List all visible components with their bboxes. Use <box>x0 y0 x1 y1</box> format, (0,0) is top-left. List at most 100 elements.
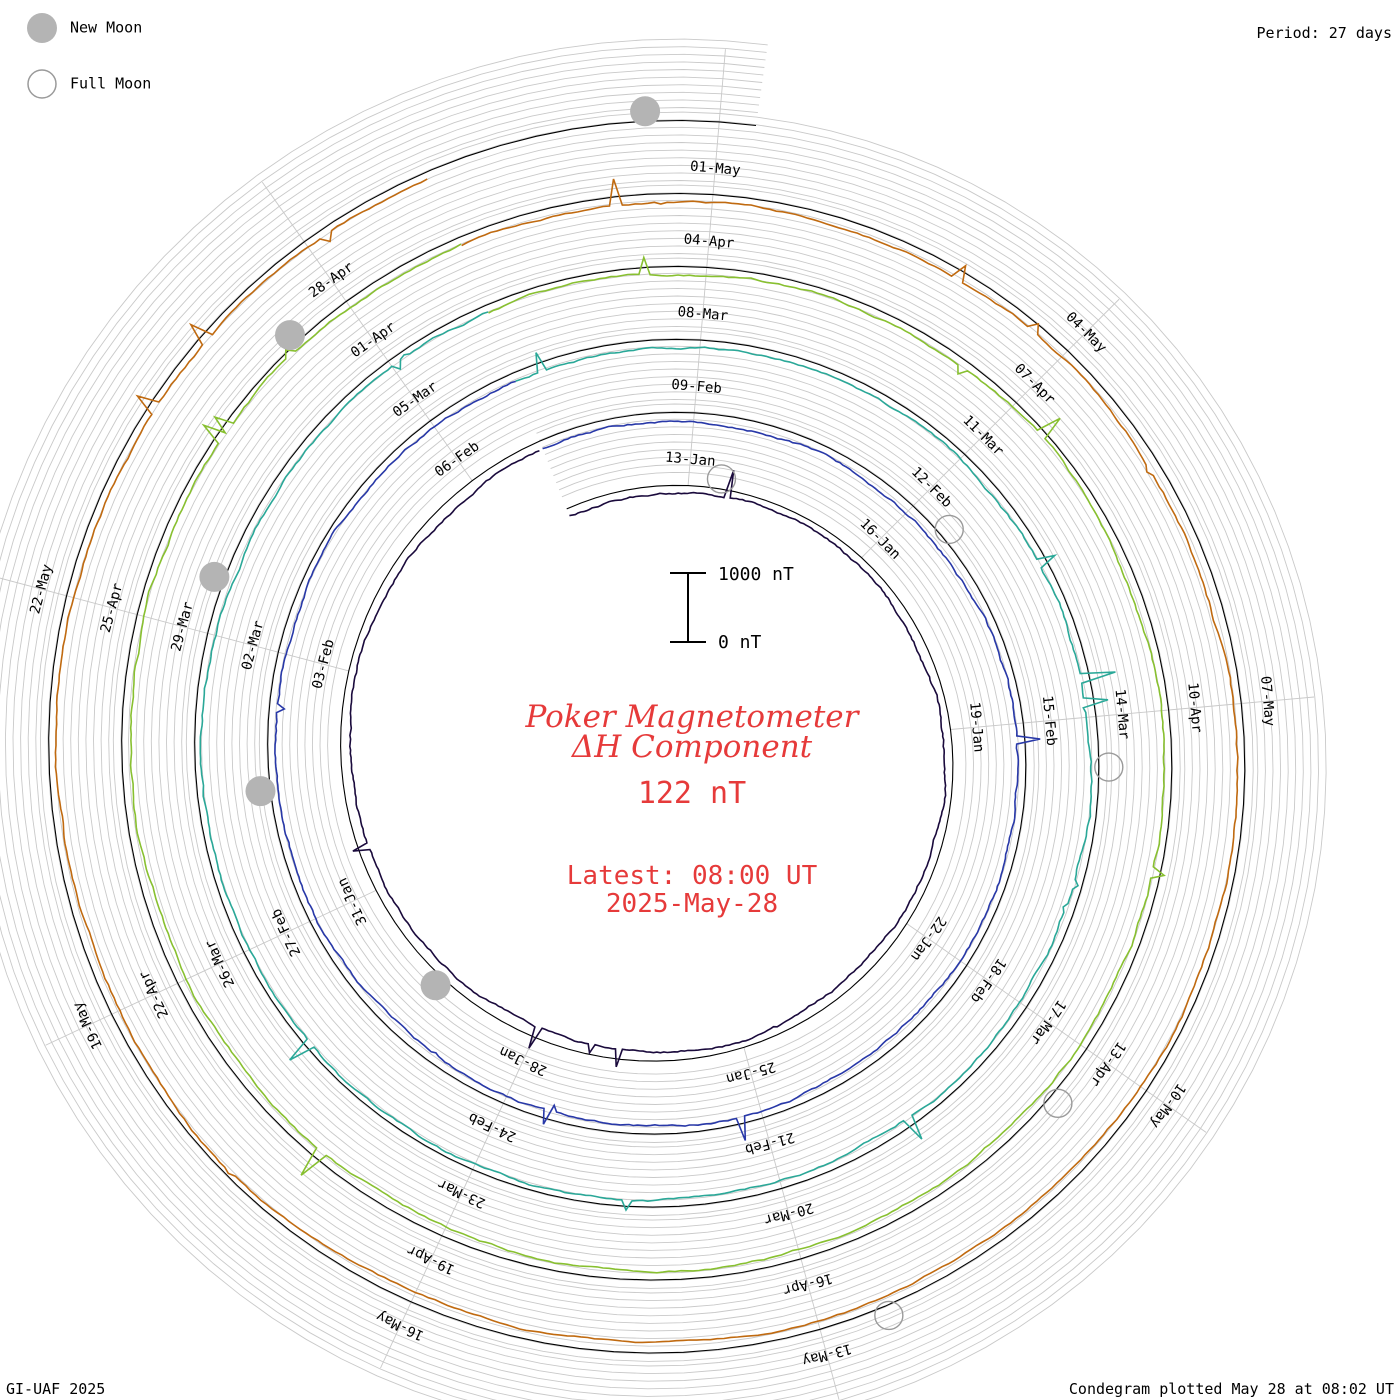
full-moon-marker <box>1094 752 1124 782</box>
grid-spiral <box>27 99 1266 1375</box>
date-label: 19-Apr <box>405 1241 458 1277</box>
grid-spoke <box>345 301 389 362</box>
date-label: 19-Jan <box>966 701 986 753</box>
grid-spoke <box>261 181 305 243</box>
chart-subtitle: ΔH Component <box>571 729 813 765</box>
grid-spoke <box>964 402 1017 455</box>
date-label: 15-Feb <box>1039 695 1059 747</box>
grid-spiral <box>0 53 1312 1400</box>
grid-spoke <box>800 1258 821 1330</box>
grid-spoke <box>380 1301 412 1369</box>
date-label: 28-Jan <box>497 1043 550 1079</box>
reference-spirals <box>48 119 1246 1354</box>
new-moon-marker <box>420 970 451 1001</box>
chart-title: Poker Magnetometer <box>525 699 861 735</box>
grid-spoke <box>906 923 967 966</box>
baseline-spiral <box>48 119 1246 1354</box>
radial-spokes <box>0 49 1315 1400</box>
date-label: 28-Apr <box>306 259 357 301</box>
grid-spiral <box>35 107 1259 1367</box>
data-series <box>54 178 1239 1344</box>
latest-time: Latest: 08:00 UT <box>567 861 818 891</box>
grid-spoke <box>687 412 695 486</box>
grid-spoke <box>429 420 473 481</box>
new-moon-marker <box>245 776 276 807</box>
grid-spoke <box>1095 709 1169 717</box>
date-label: 01-Apr <box>348 319 399 361</box>
spiral-grid <box>0 38 1327 1400</box>
series-line-4 <box>129 243 1166 1274</box>
moon-markers <box>199 96 1124 1331</box>
period-label: Period: 27 days <box>1257 24 1392 42</box>
date-label: 04-Apr <box>683 231 735 251</box>
full-moon-marker <box>874 1300 904 1331</box>
grid-spiral <box>0 69 1297 1400</box>
date-label: 01-May <box>689 159 741 179</box>
grid-spiral <box>0 61 1304 1400</box>
date-label: 26-Mar <box>202 937 238 990</box>
new-moon-legend-label: New Moon <box>70 19 142 37</box>
date-label: 05-Mar <box>390 379 441 421</box>
latest-date: 2025-May-28 <box>606 889 778 919</box>
scale-bar: 1000 nT 0 nT <box>670 564 794 653</box>
date-label: 10-May <box>1147 1080 1189 1131</box>
full-moon-marker <box>706 464 737 494</box>
grid-spoke <box>781 1188 802 1259</box>
series-line-3 <box>199 311 1116 1212</box>
grid-spoke <box>693 340 701 413</box>
grid-spoke <box>762 1117 783 1189</box>
new-moon-marker <box>274 320 305 351</box>
grid-spiral <box>4 76 1289 1397</box>
new-moon-legend-icon <box>27 13 57 43</box>
grid-spoke <box>700 267 708 341</box>
grid-spoke <box>0 577 67 597</box>
grid-spiral <box>12 84 1282 1390</box>
grid-spoke <box>303 241 347 302</box>
grid-spoke <box>1145 1090 1207 1133</box>
legend: New Moon Full Moon <box>27 13 151 99</box>
grid-spoke <box>1086 1048 1147 1092</box>
grid-spoke <box>66 595 138 616</box>
date-label: 27-Feb <box>268 906 304 959</box>
grid-spoke <box>111 982 178 1015</box>
scale-bar-bottom-label: 0 nT <box>718 632 762 653</box>
date-label: 24-Feb <box>466 1109 519 1145</box>
grid-spoke <box>410 1235 443 1303</box>
scale-bar-top-label: 1000 nT <box>718 564 794 585</box>
date-label: 06-Feb <box>432 438 483 480</box>
footer-plot-time: Condegram plotted May 28 at 08:02 UT <box>1069 1380 1394 1398</box>
grid-spiral <box>0 46 1319 1400</box>
grid-spoke <box>387 360 431 422</box>
grid-spoke <box>819 1329 840 1400</box>
date-label: 09-Feb <box>671 377 723 397</box>
date-label: 13-Jan <box>664 450 716 470</box>
footer-credit: GI-UAF 2025 <box>6 1380 105 1398</box>
grid-spiral <box>20 91 1274 1382</box>
grid-spoke <box>966 965 1027 1008</box>
full-moon-marker <box>934 514 964 545</box>
date-label: 22-Apr <box>136 968 172 1021</box>
date-label: 23-Mar <box>435 1175 488 1211</box>
grid-spoke <box>706 194 714 268</box>
grid-spoke <box>243 920 311 953</box>
date-label: 14-Mar <box>1112 688 1132 740</box>
date-label: 16-May <box>374 1308 427 1344</box>
series-line-2 <box>274 380 1041 1141</box>
grid-spoke <box>1015 350 1068 403</box>
grid-spoke <box>712 121 720 195</box>
grid-spoke <box>718 49 726 122</box>
new-moon-marker <box>199 561 230 592</box>
date-label: 10-Apr <box>1184 682 1204 734</box>
full-moon-marker <box>1043 1088 1073 1119</box>
grid-spoke <box>1067 298 1120 352</box>
new-moon-marker <box>630 96 661 127</box>
grid-spoke <box>278 651 349 672</box>
grid-spoke <box>912 453 965 507</box>
grid-spoke <box>45 1013 112 1046</box>
date-label: 08-Mar <box>677 304 729 324</box>
grid-spoke <box>207 632 279 653</box>
grid-spoke <box>472 1103 504 1170</box>
full-moon-legend-icon <box>27 69 57 99</box>
current-value: 122 nT <box>638 776 746 811</box>
full-moon-legend-label: Full Moon <box>70 75 151 93</box>
